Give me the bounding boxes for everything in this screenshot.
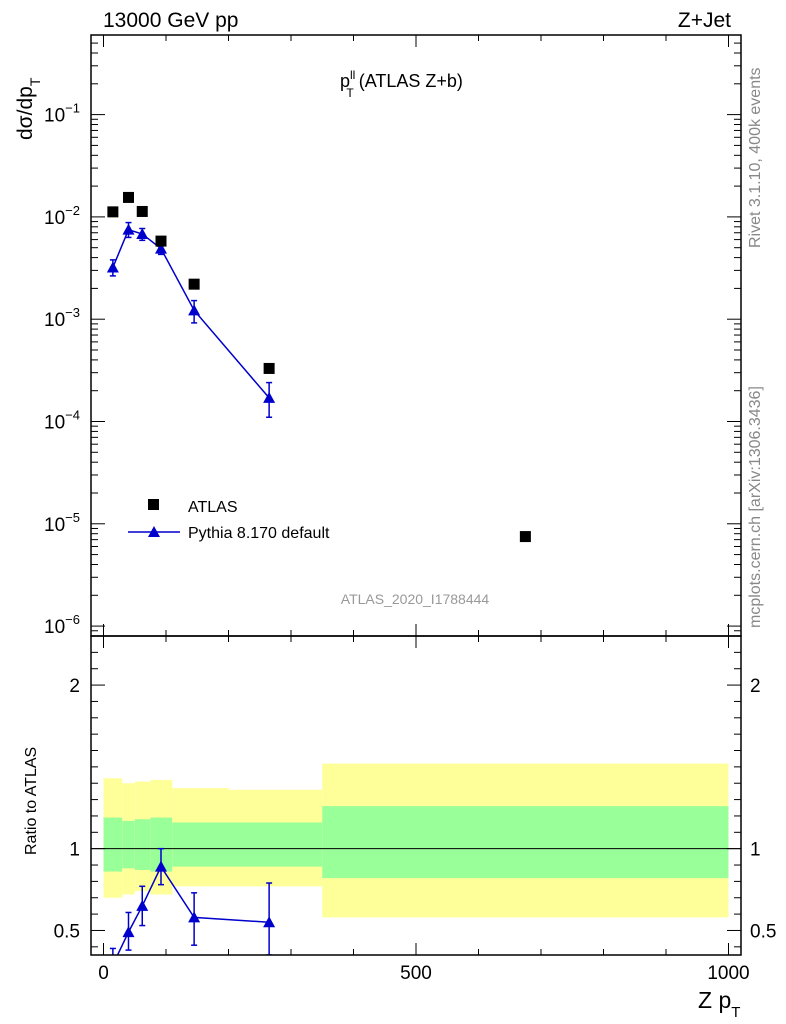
ratio-y-tick-label-right: 0.5 — [750, 921, 776, 942]
ratio-y-tick-label-right: 2 — [750, 676, 761, 697]
main-marks — [106, 191, 531, 543]
legend: ATLAS Pythia 8.170 default — [128, 499, 330, 542]
ratio-y-axis-label: Ratio to ATLAS — [23, 747, 40, 855]
band-inner — [122, 820, 135, 869]
mc-line — [112, 228, 270, 399]
ratio-marks — [109, 847, 276, 955]
atlas-point — [107, 206, 119, 218]
legend-atlas-marker — [148, 499, 159, 510]
atlas-point — [123, 191, 134, 203]
legend-mc-marker — [148, 526, 160, 537]
ratio-y-tick-label: 2 — [69, 676, 80, 697]
band-inner — [134, 819, 151, 870]
ratio-point — [122, 926, 135, 938]
ratio-bands — [91, 763, 741, 918]
mc-point — [263, 391, 276, 403]
axes: 0 500 1000 10−6 10−5 10−4 10−3 10−2 10−1 0.5 0.5 1 1… — [44, 34, 776, 984]
ratio-point — [155, 860, 167, 872]
y-tick-label: 10−5 — [44, 510, 80, 536]
energy-label: 13000 GeV pp — [103, 9, 238, 32]
mc-point — [136, 228, 149, 240]
mc-point — [188, 304, 201, 316]
ratio-series — [109, 847, 276, 955]
ratio-y-tick-label: 1 — [69, 840, 80, 861]
atlas-point — [519, 531, 531, 543]
ratio-point — [263, 916, 276, 928]
main-frame — [90, 34, 742, 637]
y-tick-label: 10−3 — [44, 305, 80, 331]
plot-title: pll T (ATLAS Z+b) — [340, 68, 463, 100]
rivet-label: Rivet 3.1.10, 400k events — [747, 67, 764, 248]
mc-point — [155, 242, 167, 254]
mc-point — [122, 223, 135, 235]
x-tick-label: 0 — [98, 963, 109, 984]
atlas-point — [188, 278, 200, 290]
x-tick-label: 1000 — [707, 963, 749, 984]
process-label: Z+Jet — [678, 9, 731, 32]
y-tick-label: 10−1 — [44, 101, 80, 127]
legend-mc-label: Pythia 8.170 default — [188, 525, 330, 542]
x-tick-label: 500 — [400, 963, 432, 984]
band-inner — [228, 822, 323, 867]
y-tick-label: 10−2 — [44, 203, 80, 229]
mc-point — [106, 261, 119, 273]
mcplots-label: mcplots.cern.ch [arXiv:1306.3436] — [747, 386, 764, 628]
atlas-point — [136, 205, 148, 217]
y-tick-label: 10−6 — [44, 612, 80, 638]
ratio-point — [188, 911, 201, 923]
y-tick-label: 10−4 — [44, 407, 80, 433]
band-inner — [322, 806, 729, 879]
band-inner — [150, 817, 173, 872]
ratio-y-tick-label: 0.5 — [54, 921, 80, 942]
band-inner — [172, 822, 229, 867]
ratio-y-tick-label-right: 1 — [750, 840, 761, 861]
analysis-label: ATLAS_2020_I1788444 — [341, 591, 490, 607]
ratio-point — [136, 899, 149, 911]
y-axis-label: dσ/dpT — [14, 77, 43, 140]
atlas-point — [155, 235, 167, 247]
band-inner — [103, 817, 123, 872]
x-axis-label: Z pT — [698, 987, 740, 1021]
atlas-point — [263, 362, 275, 374]
ratio-line — [116, 865, 270, 955]
legend-atlas-label: ATLAS — [188, 499, 238, 516]
